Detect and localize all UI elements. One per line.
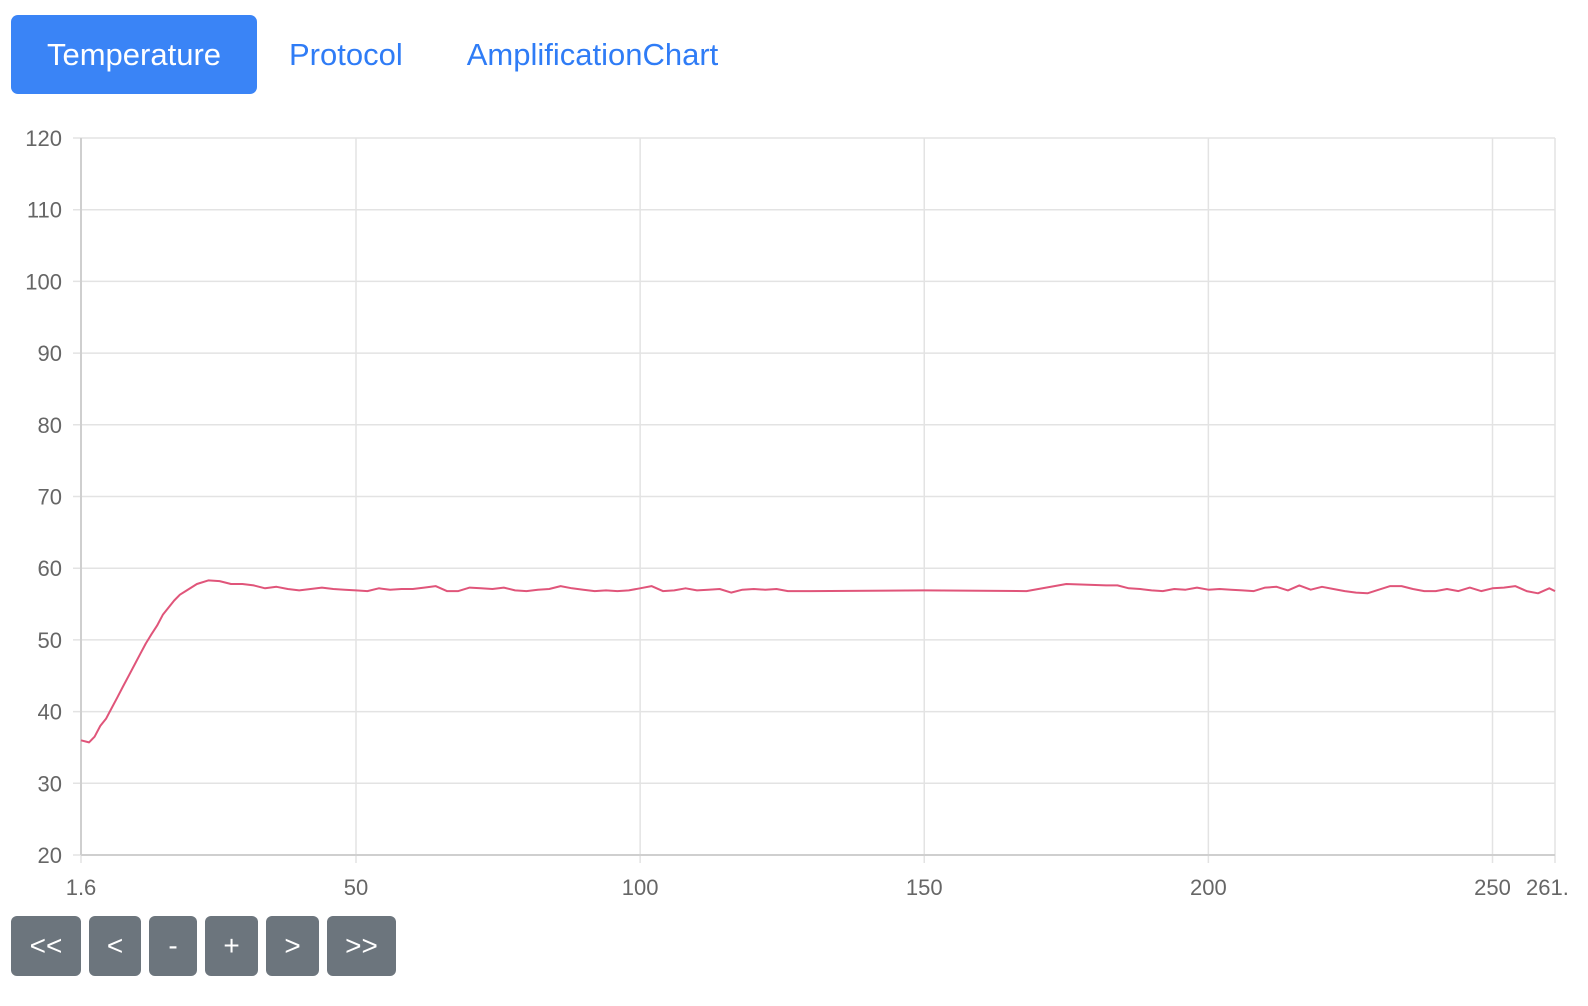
y-tick-label: 80 (38, 413, 62, 438)
x-tick-label: 261. (1526, 875, 1569, 900)
x-tick-label: 200 (1190, 875, 1227, 900)
y-tick-label: 50 (38, 628, 62, 653)
x-tick-label: 100 (622, 875, 659, 900)
previous-button[interactable]: < (89, 916, 141, 976)
y-tick-label: 100 (25, 269, 62, 294)
y-tick-label: 60 (38, 556, 62, 581)
y-tick-label: 110 (27, 198, 62, 223)
y-tick-label: 70 (38, 485, 62, 510)
tab-temperature[interactable]: Temperature (11, 15, 257, 94)
tab-protocol[interactable]: Protocol (289, 37, 403, 72)
tab-bar: Temperature Protocol AmplificationChart (11, 15, 750, 94)
chart-controls: << < - + > >> (11, 916, 404, 976)
y-tick-label: 40 (38, 700, 62, 725)
y-tick-label: 30 (38, 771, 62, 796)
y-tick-label: 90 (38, 341, 62, 366)
temperature-chart: 20 30 40 50 60 70 80 90 100 110 120 1.6 50 100 150 200 2… (25, 126, 1569, 900)
x-tick-label: 1.6 (66, 875, 97, 900)
x-tick-label: 250 (1474, 875, 1511, 900)
tab-amplification-chart[interactable]: AmplificationChart (466, 37, 719, 72)
zoom-out-button[interactable]: - (149, 916, 197, 976)
next-button[interactable]: > (266, 916, 319, 976)
zoom-in-button[interactable]: + (205, 916, 258, 976)
temperature-series-line (80, 579, 1556, 744)
x-tick-label: 150 (906, 875, 943, 900)
y-tick-label: 120 (25, 126, 62, 151)
x-tick-label: 50 (344, 875, 368, 900)
first-page-button[interactable]: << (11, 916, 81, 976)
last-page-button[interactable]: >> (327, 916, 396, 976)
y-tick-label: 20 (38, 843, 62, 868)
